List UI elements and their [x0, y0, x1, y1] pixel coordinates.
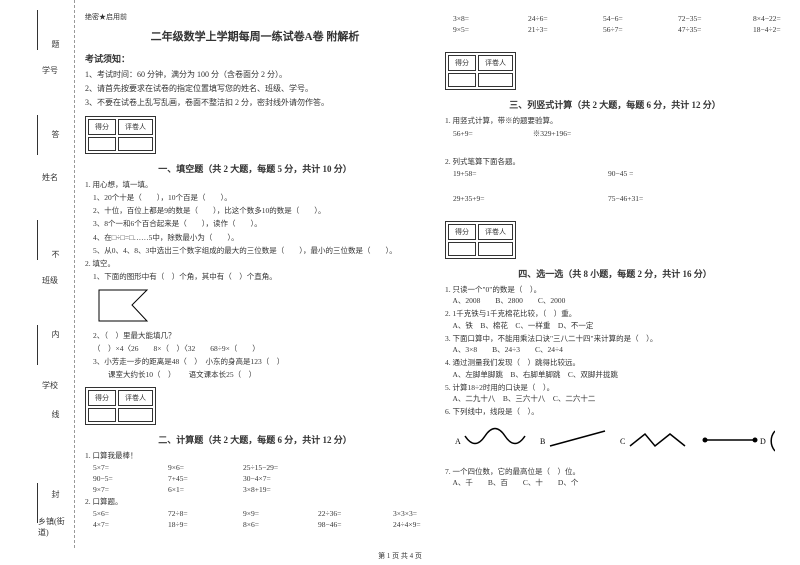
s4-2: 2. 1千克铁与1千克棉花比较，（ ）重。 A、铁 B、棉花 C、一样重 D、不…: [445, 308, 785, 331]
opt-c-label: C: [620, 437, 625, 446]
section-4-title: 四、选一选（共 8 小题，每题 2 分，共计 16 分）: [445, 267, 785, 280]
seal-char-2: 线: [50, 410, 61, 418]
right-column: 3×8=24÷6=54−6=72−35=8×4−22= 9×5=21÷3=56÷…: [445, 12, 785, 531]
s2-q1-head: 1. 口算我最棒！: [85, 450, 425, 461]
opt-d-label: D: [760, 437, 766, 446]
notice-1: 1、考试时间：60 分钟，满分为 100 分（含卷面分 2 分）。: [85, 69, 425, 80]
s1-q2-4: 课室大约长10（ ） 语文课本长25（ ）: [93, 369, 425, 380]
s3-q2-r1: 19+58=90−45 =: [453, 169, 785, 178]
page-footer: 第 1 页 共 4 页: [0, 551, 800, 561]
binding-underline-3: [37, 220, 47, 260]
binding-underline-4: [37, 115, 47, 155]
binding-field-school: 学校: [42, 380, 58, 391]
binding-field-name: 姓名: [42, 172, 58, 183]
score-box-2: 得分评卷人: [85, 387, 156, 425]
s2-q1-r1: 5×7=9×6=25÷15−29=: [93, 463, 425, 472]
exam-title: 二年级数学上学期每周一练试卷A卷 附解析: [85, 28, 425, 44]
s2b-r2: 9×5=21÷3=56÷7=47÷35=18−4÷2=: [453, 25, 785, 34]
notice-2: 2、请首先按要求在试卷的指定位置填写您的姓名、班级、学号。: [85, 83, 425, 94]
s3-q1: 1. 用竖式计算，带※的题要验算。: [445, 115, 785, 126]
seal-char-4: 不: [50, 250, 61, 258]
s4-4: 4. 通过测量我们发现（ ）跳得比较远。 A、左脚单脚跳 B、右脚单脚跳 C、双…: [445, 357, 785, 380]
s1-q1-4: 4、在□÷□=□……5中，除数最小为（ ）。: [93, 232, 425, 243]
score-label-4: 得分: [448, 224, 476, 240]
grader-label: 评卷人: [118, 119, 153, 135]
s1-q1-1: 1、20个十是（ ），10个百是（ ）。: [93, 192, 425, 203]
binding-underline-2: [37, 325, 47, 365]
secret-label: 绝密★启用前: [85, 12, 425, 22]
flag-shape: [97, 288, 157, 323]
s1-q2-2a: 2、（ ）里最大能填几？: [93, 330, 425, 341]
s1-q1-5: 5、从0、4、8、3中选出三个数字组成的最大的三位数是（ ），最小的三位数是（ …: [93, 245, 425, 256]
binding-margin: 乡镇(街道) 学校 班级 姓名 学号 封 线 内 不 答 题: [0, 0, 75, 548]
opt-a-label: A: [455, 437, 461, 446]
s2-q2-r2: 4×7=18÷9=8×6=98−46=24÷4×9=: [93, 520, 425, 529]
s2b-r1: 3×8=24÷6=54−6=72−35=8×4−22=: [453, 14, 785, 23]
section-1-title: 一、填空题（共 2 大题，每题 5 分，共计 10 分）: [85, 162, 425, 175]
grader-label-3: 评卷人: [478, 55, 513, 71]
binding-field-id: 学号: [42, 65, 58, 76]
section-2-title: 二、计算题（共 2 大题，每题 6 分，共计 12 分）: [85, 433, 425, 446]
s2-q2-r1: 5×6=72÷8=9×9=22÷36=3×3×3=: [93, 509, 425, 518]
seal-char-1: 封: [50, 490, 61, 498]
opt-b-label: B: [540, 437, 545, 446]
score-box-1: 得分评卷人: [85, 116, 156, 154]
s2-q2-head: 2. 口算题。: [85, 496, 425, 507]
score-box-3: 得分评卷人: [445, 52, 516, 90]
s3-q2-r2: 29+35+9=75−46+31=: [453, 194, 785, 203]
s4-6: 6. 下列线中，线段是（ ）。: [445, 406, 785, 417]
s1-q1-head: 1. 用心想，填一填。: [85, 179, 425, 190]
binding-field-class: 班级: [42, 275, 58, 286]
s4-1: 1. 只读一个"0"的数是（ ）。 A、2008 B、2800 C、2000: [445, 284, 785, 307]
s3-q1a: 56+9= ※329+196=: [453, 128, 785, 139]
seal-char-3: 内: [50, 330, 61, 338]
notice-head: 考试须知：: [85, 52, 425, 65]
binding-underline-5: [37, 10, 47, 50]
seal-char-6: 题: [50, 40, 61, 48]
section-3-title: 三、列竖式计算（共 2 大题，每题 6 分，共计 12 分）: [445, 98, 785, 111]
s1-q2-head: 2. 填空。: [85, 258, 425, 269]
grader-label-2: 评卷人: [118, 390, 153, 406]
notice-3: 3、不要在试卷上乱写乱画，卷面不整洁扣 2 分，密封线外请勿作答。: [85, 97, 425, 108]
score-label: 得分: [88, 119, 116, 135]
main-content: 绝密★启用前 二年级数学上学期每周一练试卷A卷 附解析 考试须知： 1、考试时间…: [85, 12, 785, 531]
grader-label-4: 评卷人: [478, 224, 513, 240]
s2-q1-r2: 90−5=7+45=30−4×7=: [93, 474, 425, 483]
s4-5: 5. 计算18÷2时用的口诀是（ ）。 A、二九十八 B、三六十八 C、二六十二: [445, 382, 785, 405]
s3-q2: 2. 列式笔算下面各题。: [445, 156, 785, 167]
left-column: 绝密★启用前 二年级数学上学期每周一练试卷A卷 附解析 考试须知： 1、考试时间…: [85, 12, 425, 531]
s1-q2-2b: （ ）×4〈26 8×（ ）〈32 68÷9×（ ）: [93, 343, 425, 354]
binding-underline-1: [37, 483, 47, 523]
score-label-3: 得分: [448, 55, 476, 71]
s1-q1-3: 3、8个一和6个百合起来是（ ），读作（ ）。: [93, 218, 425, 229]
s4-3: 3. 下面口算中，不能用乘法口诀"三八二十四"来计算的是（ ）。 A、3×8 B…: [445, 333, 785, 356]
s2-q1-r3: 9×7=6×1=3×8+19=: [93, 485, 425, 494]
s4-7: 7. 一个四位数，它的最高位是（ ）位。 A、千 B、百 C、十 D、个: [445, 466, 785, 489]
score-box-4: 得分评卷人: [445, 221, 516, 259]
seal-char-5: 答: [50, 130, 61, 138]
score-label-2: 得分: [88, 390, 116, 406]
s1-q2-3: 3、小芳走一步的距离是48（ ） 小东的身高是123（ ）: [93, 356, 425, 367]
line-options: A B C D: [455, 426, 775, 456]
s1-q1-2: 2、十位，百位上都是9的数是（ ），比这个数多10的数是（ ）。: [93, 205, 425, 216]
s1-q2-1: 1、下面的图形中有（ ）个角，其中有（ ）个直角。: [93, 271, 425, 282]
